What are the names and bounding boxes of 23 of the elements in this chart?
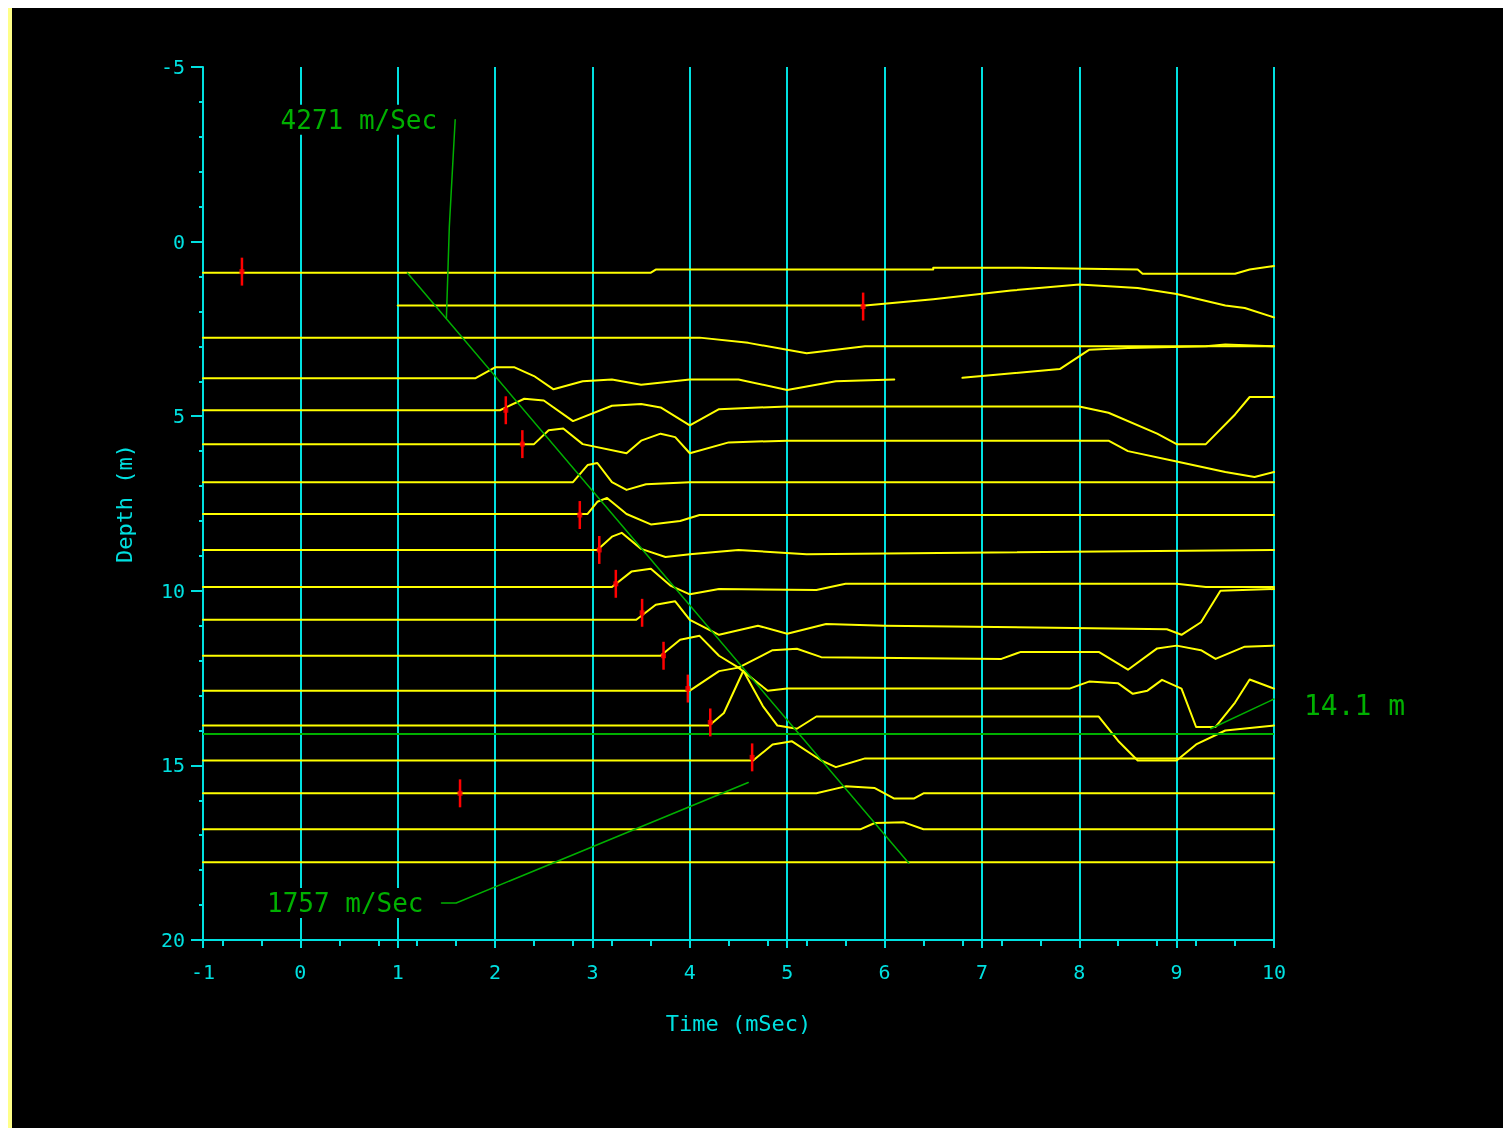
x-tick-label: 6 xyxy=(878,960,891,984)
x-tick-label: -1 xyxy=(190,960,216,984)
y-tick-label: 5 xyxy=(172,404,185,429)
x-tick-label: 5 xyxy=(781,960,794,984)
x-axis-title: Time (mSec) xyxy=(665,1010,812,1036)
y-tick-label: 20 xyxy=(160,928,185,952)
x-tick-label: 2 xyxy=(489,960,502,984)
x-tick-label: 1 xyxy=(391,960,404,984)
x-tick-label: 0 xyxy=(294,960,307,984)
x-tick-label: 7 xyxy=(975,960,988,984)
x-tick-label: 4 xyxy=(683,960,696,984)
y-tick-label: -5 xyxy=(160,55,185,79)
y-tick-label: 10 xyxy=(160,578,185,603)
x-tick-label: 9 xyxy=(1170,960,1183,984)
y-tick-label: 15 xyxy=(160,753,185,778)
x-tick-label: 8 xyxy=(1073,960,1086,984)
x-tick-label: 10 xyxy=(1261,960,1287,984)
y-axis-title: Depth (m) xyxy=(111,443,137,564)
ref-line-label: 14.1 m xyxy=(1304,689,1406,723)
annotation: 4271 m/Sec xyxy=(280,104,438,135)
y-tick-label: 0 xyxy=(172,229,185,254)
annotation: 1757 m/Sec xyxy=(266,887,424,918)
x-tick-label: 3 xyxy=(586,960,599,984)
